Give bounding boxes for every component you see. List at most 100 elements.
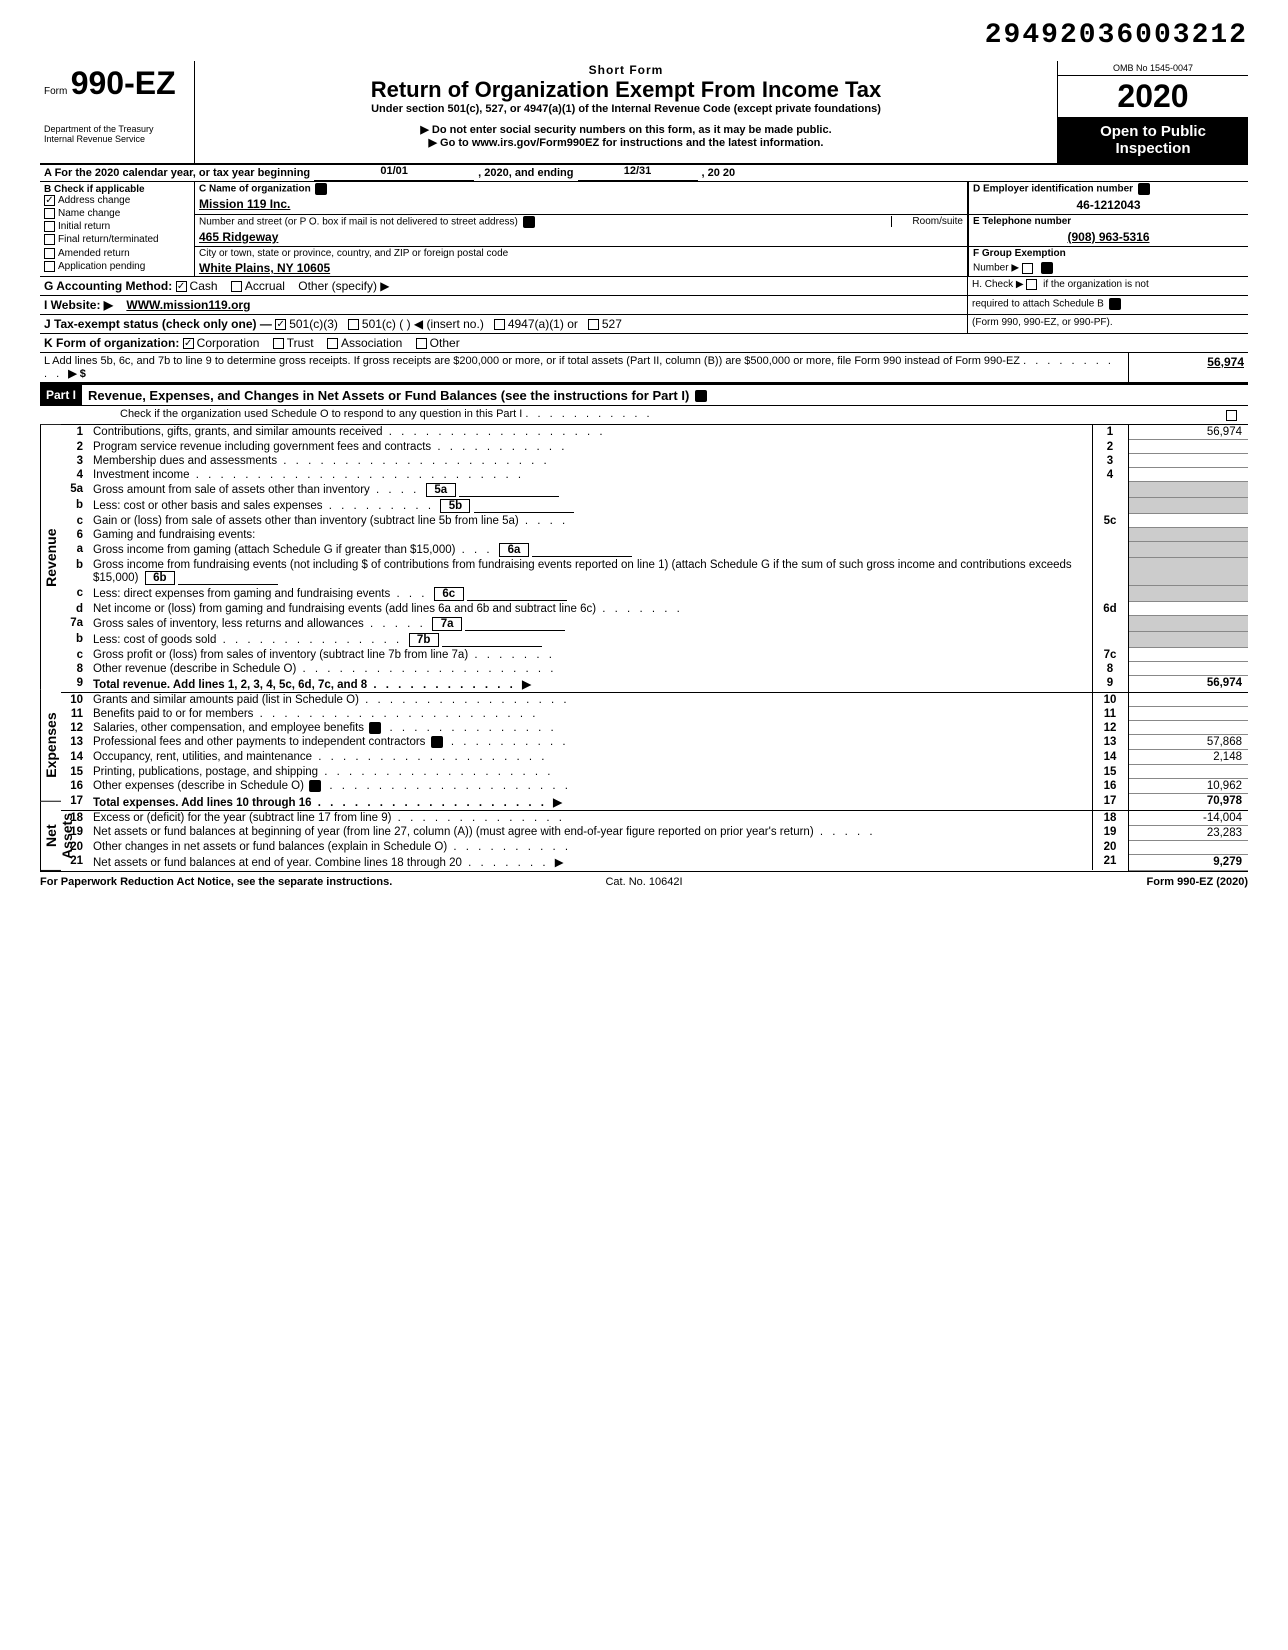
line-num: 11 <box>61 707 89 721</box>
line-amount <box>1128 707 1248 721</box>
midbox-6b: 6b <box>145 571 175 585</box>
info-icon <box>1109 298 1121 310</box>
line-desc: Benefits paid to or for members . . . . … <box>89 707 1092 721</box>
section-netassets-label: Net Assets <box>40 802 61 871</box>
line-desc: Gain or (loss) from sale of assets other… <box>89 514 1092 528</box>
opt-other: Other (specify) ▶ <box>298 279 389 293</box>
check-final-return[interactable] <box>44 234 55 245</box>
line-num: 16 <box>61 779 89 794</box>
box-f-label: F Group Exemption <box>969 247 1248 260</box>
line-desc: Gross income from fundraising events (no… <box>89 558 1092 586</box>
check-initial-return[interactable] <box>44 221 55 232</box>
line-num: 13 <box>61 735 89 750</box>
check-name-change[interactable] <box>44 208 55 219</box>
room-suite-label: Room/suite <box>891 216 963 227</box>
row-k-form-org: K Form of organization: Corporation Trus… <box>40 334 1248 353</box>
box-c3-label: City or town, state or province, country… <box>195 247 967 260</box>
line-amount: 23,283 <box>1128 825 1248 840</box>
line-ref-shade <box>1092 558 1128 586</box>
line-desc: Net income or (loss) from gaming and fun… <box>89 602 1092 616</box>
line-amount: 70,978 <box>1128 794 1248 811</box>
line-desc: Total expenses. Add lines 10 through 16 … <box>89 794 1092 811</box>
line-num: 1 <box>61 425 89 440</box>
form-number: 990-EZ <box>71 65 176 101</box>
line-ref: 17 <box>1092 794 1128 811</box>
line-ref: 6d <box>1092 602 1128 616</box>
dots: . . . . . . . . . . . <box>525 408 652 420</box>
line-num: 9 <box>61 676 89 693</box>
title-box: Short Form Return of Organization Exempt… <box>195 61 1058 163</box>
midbox-7b: 7b <box>409 633 439 647</box>
check-other-org[interactable] <box>416 338 427 349</box>
check-schedule-o[interactable] <box>1226 410 1237 421</box>
footer-mid: Cat. No. 10642I <box>443 876 846 888</box>
opt-501c3: 501(c)(3) <box>289 317 338 331</box>
check-accrual[interactable] <box>231 281 242 292</box>
line-desc: Less: cost or other basis and sales expe… <box>89 498 1092 514</box>
line-amount: 2,148 <box>1128 750 1248 765</box>
box-c-label: C Name of organization <box>195 182 967 196</box>
check-trust[interactable] <box>273 338 284 349</box>
check-cash[interactable] <box>176 281 187 292</box>
midbox-5b: 5b <box>440 499 470 513</box>
line-ref-shade <box>1092 586 1128 602</box>
footer-left: For Paperwork Reduction Act Notice, see … <box>40 876 443 888</box>
line-ref: 7c <box>1092 648 1128 662</box>
check-schedule-b[interactable] <box>1026 279 1037 290</box>
check-amended-return[interactable] <box>44 248 55 259</box>
row-a-label: A For the 2020 calendar year, or tax yea… <box>40 165 314 181</box>
line-amount <box>1128 692 1248 707</box>
opt-address-change: Address change <box>58 195 130 206</box>
line-ref-shade <box>1092 482 1128 498</box>
check-association[interactable] <box>327 338 338 349</box>
line-num: 17 <box>61 794 89 811</box>
opt-accrual: Accrual <box>245 279 285 293</box>
check-corporation[interactable] <box>183 338 194 349</box>
line-ref-shade <box>1092 498 1128 514</box>
check-527[interactable] <box>588 319 599 330</box>
row-h-text1: H. Check ▶ <box>972 279 1024 290</box>
line-amount: 10,962 <box>1128 779 1248 794</box>
city-state-zip: White Plains, NY 10605 <box>195 260 967 276</box>
lines-table: 1 Contributions, gifts, grants, and simi… <box>61 425 1248 871</box>
line-ref-shade <box>1092 528 1128 542</box>
check-application-pending[interactable] <box>44 261 55 272</box>
opt-other-org: Other <box>430 336 460 350</box>
line-ref: 1 <box>1092 425 1128 440</box>
line-desc: Less: direct expenses from gaming and fu… <box>89 586 1092 602</box>
row-k-label: K Form of organization: <box>44 336 179 350</box>
line-num: 14 <box>61 750 89 765</box>
year-begin: 01/01 <box>314 165 474 181</box>
section-revenue-label: Revenue <box>40 425 61 690</box>
line-ref: 20 <box>1092 840 1128 854</box>
opt-trust: Trust <box>287 336 314 350</box>
opt-4947: 4947(a)(1) or <box>508 317 578 331</box>
part-i-title: Revenue, Expenses, and Changes in Net As… <box>82 386 1248 405</box>
part-i-check-row: Check if the organization used Schedule … <box>40 406 1248 425</box>
opt-amended-return: Amended return <box>58 248 130 259</box>
check-501c[interactable] <box>348 319 359 330</box>
line-desc: Other expenses (describe in Schedule O) … <box>89 779 1092 794</box>
line-desc: Occupancy, rent, utilities, and maintena… <box>89 750 1092 765</box>
footer-right: Form 990-EZ (2020) <box>845 876 1248 888</box>
hint-url: ▶ Go to www.irs.gov/Form990EZ for instru… <box>203 136 1049 149</box>
line-ref-shade <box>1092 542 1128 558</box>
part-i-check-text: Check if the organization used Schedule … <box>120 408 522 420</box>
opt-name-change: Name change <box>58 208 120 219</box>
line-amount <box>1128 514 1248 528</box>
line-num: c <box>61 586 89 602</box>
hint-ssn: ▶ Do not enter social security numbers o… <box>203 123 1049 136</box>
line-ref: 12 <box>1092 721 1128 735</box>
row-h: H. Check ▶ if the organization is not <box>968 277 1248 295</box>
line-desc: Gross profit or (loss) from sales of inv… <box>89 648 1092 662</box>
document-code: 29492036003212 <box>40 20 1248 51</box>
group-exemption-box[interactable] <box>1022 263 1033 274</box>
col-b-checkboxes: B Check if applicable Address change Nam… <box>40 182 195 276</box>
line-num: 7a <box>61 616 89 632</box>
line-amount-shade <box>1128 528 1248 542</box>
line-ref: 5c <box>1092 514 1128 528</box>
check-address-change[interactable] <box>44 195 55 206</box>
check-4947[interactable] <box>494 319 505 330</box>
org-name: Mission 119 Inc. <box>195 196 967 212</box>
check-501c3[interactable] <box>275 319 286 330</box>
